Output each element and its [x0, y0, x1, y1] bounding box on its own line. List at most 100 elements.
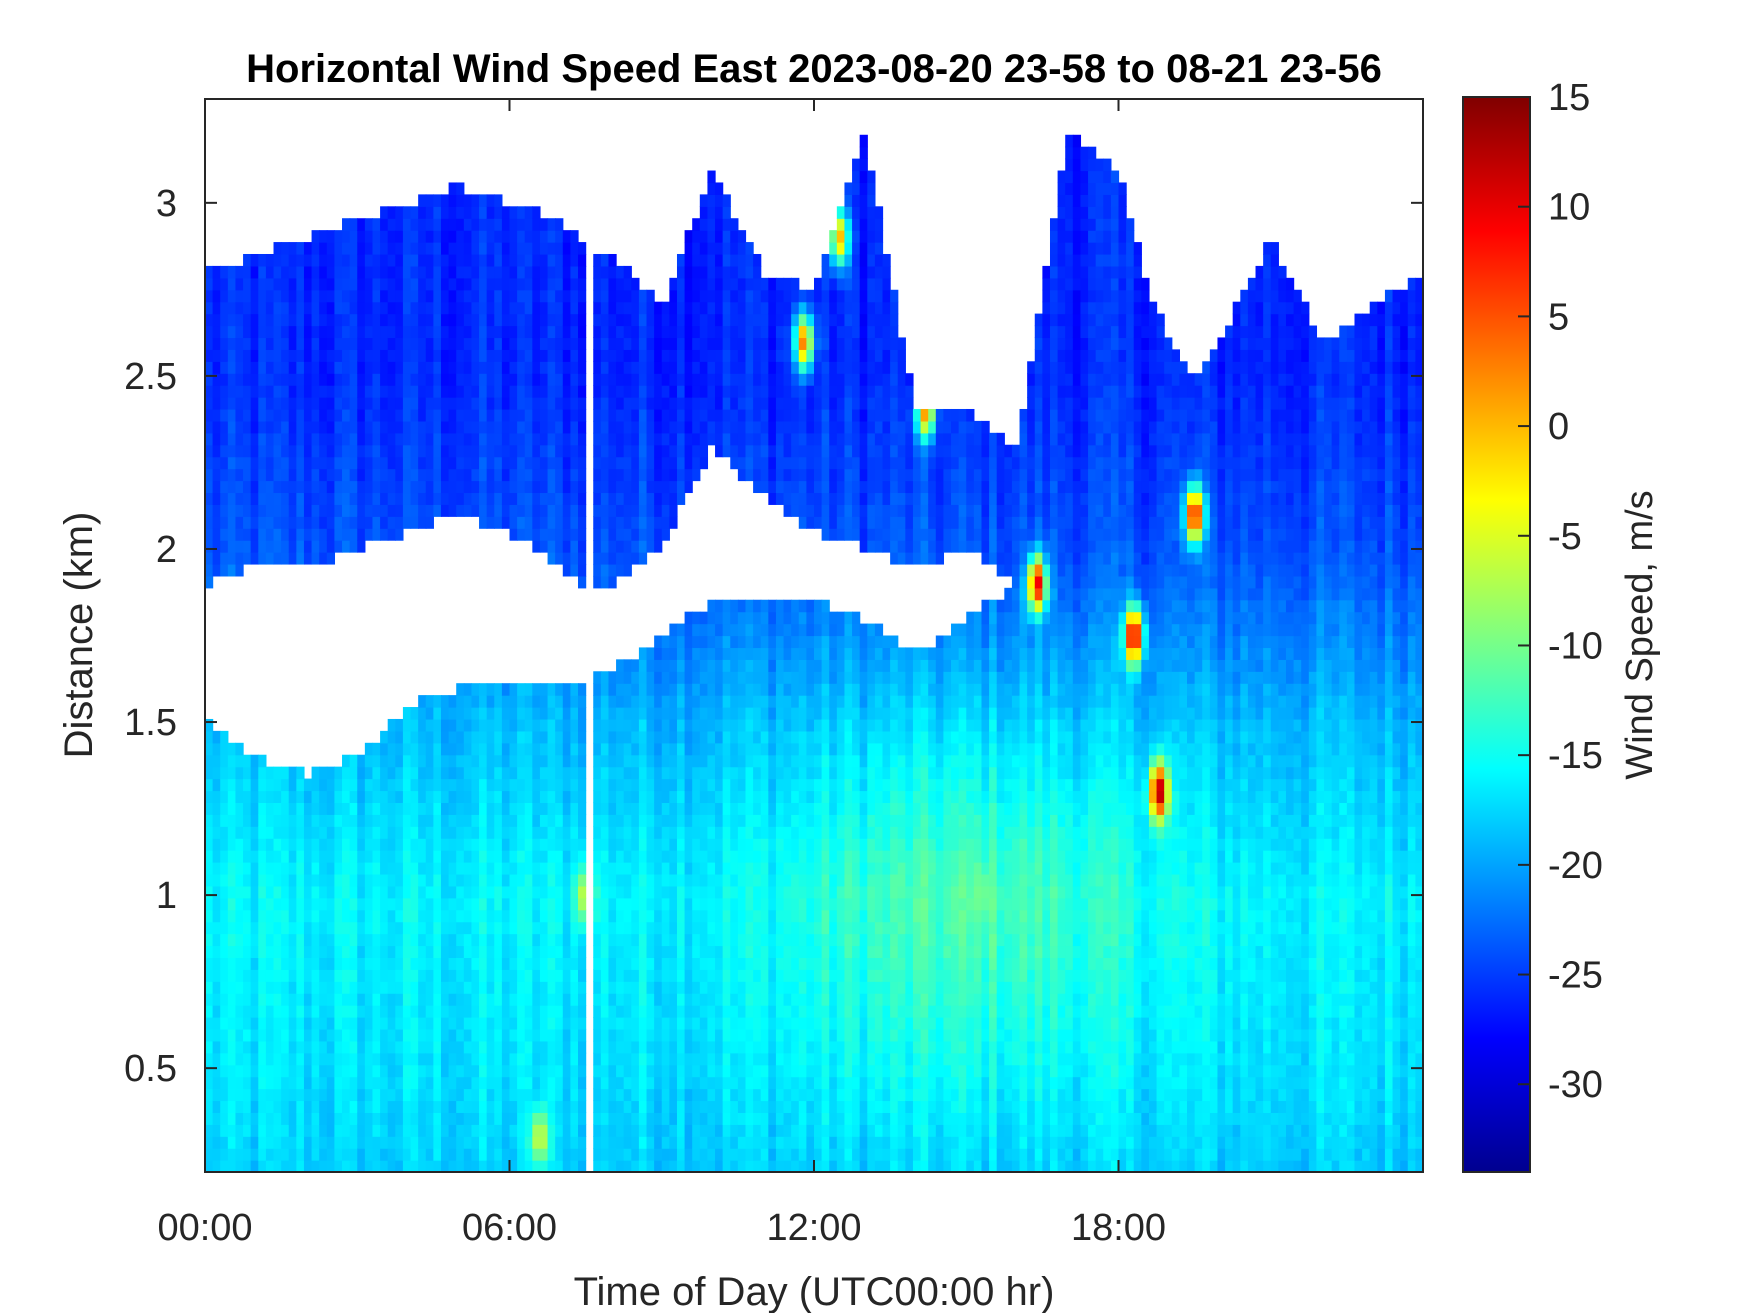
heatmap-cell: [524, 349, 533, 362]
heatmap-cell: [418, 1136, 427, 1149]
heatmap-cell: [281, 408, 290, 422]
heatmap-cell: [433, 742, 442, 756]
heatmap-cell: [273, 301, 282, 315]
heatmap-cell: [699, 1136, 709, 1149]
heatmap-cell: [578, 981, 587, 994]
heatmap-cell: [342, 1100, 351, 1113]
heatmap-cell: [684, 349, 693, 362]
heatmap-cell: [471, 862, 480, 875]
heatmap-cell: [380, 420, 389, 434]
heatmap-cell: [364, 456, 374, 470]
heatmap-cell: [753, 313, 762, 327]
heatmap-cell: [456, 373, 465, 386]
heatmap-cell: [539, 754, 549, 768]
heatmap-cell: [570, 814, 579, 827]
heatmap-cell: [402, 492, 412, 505]
heatmap-cell: [303, 1064, 313, 1078]
heatmap-cell: [768, 635, 777, 649]
heatmap-cell: [463, 456, 473, 470]
heatmap-cell: [235, 1028, 244, 1042]
heatmap-cell: [722, 754, 731, 768]
heatmap-cell: [243, 1124, 252, 1137]
heatmap-cell: [684, 969, 693, 982]
heatmap-cell: [440, 1112, 450, 1125]
heatmap-cell: [608, 1028, 617, 1042]
heatmap-cell: [692, 1136, 701, 1149]
heatmap-cell: [364, 1148, 374, 1161]
heatmap-cell: [440, 432, 450, 446]
heatmap-cell: [745, 373, 754, 386]
heatmap-cell: [425, 790, 434, 804]
heatmap-cell: [753, 695, 762, 708]
heatmap-cell: [608, 730, 617, 744]
heatmap-cell: [562, 957, 571, 970]
heatmap-cell: [448, 766, 457, 780]
heatmap-cell: [676, 802, 686, 815]
heatmap-cell: [486, 1088, 495, 1102]
heatmap-cell: [745, 1136, 754, 1149]
heatmap-cell: [303, 969, 313, 982]
heatmap-cell: [364, 289, 374, 303]
heatmap-cell: [745, 468, 754, 482]
heatmap-cell: [623, 957, 632, 970]
heatmap-cell: [273, 456, 282, 470]
heatmap-cell: [402, 814, 412, 827]
heatmap-cell: [676, 1017, 686, 1030]
heatmap-cell: [296, 862, 305, 875]
heatmap-cell: [760, 885, 769, 899]
heatmap-cell: [623, 444, 632, 458]
heatmap-cell: [578, 1076, 587, 1090]
heatmap-cell: [654, 635, 663, 649]
heatmap-cell: [235, 862, 244, 875]
heatmap-cell: [258, 289, 267, 303]
heatmap-cell: [699, 671, 709, 684]
heatmap-cell: [608, 1112, 617, 1125]
heatmap-cell: [509, 385, 518, 398]
heatmap-cell: [707, 754, 716, 768]
heatmap-cell: [722, 778, 731, 792]
heatmap-cell: [600, 480, 610, 494]
heatmap-cell: [471, 492, 480, 505]
heatmap-cell: [395, 325, 404, 339]
heatmap-cell: [402, 218, 412, 231]
heatmap-cell: [616, 337, 625, 350]
heatmap-cell: [364, 373, 374, 386]
heatmap-cell: [349, 802, 358, 815]
heatmap-cell: [608, 540, 617, 553]
heatmap-cell: [440, 707, 450, 720]
heatmap-cell: [555, 1124, 564, 1137]
heatmap-cell: [608, 1017, 617, 1030]
heatmap-cell: [517, 802, 526, 815]
heatmap-cell: [646, 826, 655, 839]
heatmap-cell: [608, 265, 617, 279]
heatmap-cell: [303, 277, 313, 291]
heatmap-cell: [440, 313, 450, 327]
heatmap-cell: [578, 397, 587, 410]
heatmap-cell: [425, 337, 434, 350]
heatmap-cell: [334, 242, 343, 255]
heatmap-cell: [288, 468, 297, 482]
heatmap-cell: [646, 790, 655, 804]
heatmap-cell: [288, 265, 297, 279]
heatmap-cell: [387, 957, 396, 970]
heatmap-cell: [722, 599, 731, 613]
heatmap-cell: [387, 873, 396, 887]
heatmap-cell: [433, 778, 442, 792]
heatmap-cell: [326, 885, 336, 899]
heatmap-cell: [410, 814, 419, 827]
heatmap-cell: [326, 397, 336, 410]
heatmap-cell: [380, 480, 389, 494]
heatmap-cell: [707, 361, 716, 374]
heatmap-cell: [395, 945, 404, 958]
heatmap-cell: [623, 563, 632, 577]
heatmap-cell: [463, 790, 473, 804]
heatmap-cell: [722, 397, 731, 410]
heatmap-cell: [372, 790, 381, 804]
heatmap-cell: [349, 492, 358, 505]
heatmap-cell: [479, 468, 488, 482]
heatmap-cell: [745, 635, 754, 649]
heatmap-cell: [425, 516, 434, 529]
heatmap-cell: [296, 540, 305, 553]
heatmap-cell: [669, 516, 678, 529]
heatmap-cell: [440, 838, 450, 851]
